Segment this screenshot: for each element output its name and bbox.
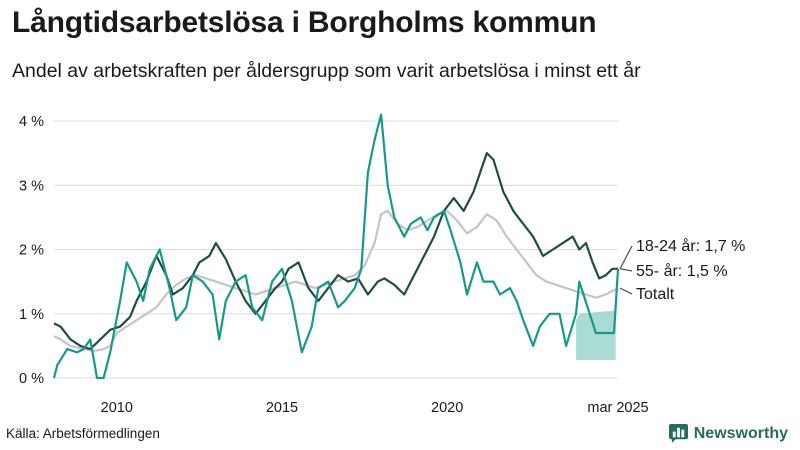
x-tick-label: 2020 (431, 400, 463, 416)
y-tick-label: 3 % (19, 178, 44, 194)
brand-logo: Newsworthy (668, 424, 788, 443)
end-label-leaders (619, 245, 633, 295)
series-line-55-r (53, 152, 618, 351)
series-line-18-24-r (52, 113, 620, 380)
y-tick-label: 1 % (19, 307, 44, 323)
grid-lines (54, 120, 618, 379)
series-lines (52, 113, 620, 380)
x-tick-label: mar 2025 (587, 400, 648, 416)
series-line-totalt (53, 209, 619, 353)
x-axis-ticks: 2010 2015 2020 mar 2025 (101, 400, 649, 416)
end-labels: 18-24 år: 1,7 % 55- år: 1,5 % Totalt (636, 237, 745, 303)
brand-name: Newsworthy (693, 424, 788, 442)
y-tick-label: 4 % (19, 114, 44, 130)
bar-chart-speech-icon (668, 424, 688, 443)
y-tick-label: 2 % (19, 243, 44, 259)
end-label-leader (619, 245, 633, 270)
y-axis-ticks: 0 % 1 % 2 % 3 % 4 % (19, 114, 44, 387)
end-label: Totalt (636, 286, 675, 303)
source-note: Källa: Arbetsförmedlingen (6, 426, 160, 441)
end-label: 55- år: 1,5 % (636, 262, 728, 280)
end-label-leader (619, 287, 633, 295)
page-subtitle: Andel av arbetskraften per åldersgrupp s… (12, 60, 641, 82)
x-tick-label: 2015 (266, 400, 298, 416)
page-title: Långtidsarbetslösa i Borgholms kommun (12, 6, 597, 39)
x-tick-label: 2010 (101, 400, 133, 416)
y-tick-label: 0 % (19, 371, 44, 387)
end-label: 18-24 år: 1,7 % (636, 237, 745, 255)
end-label-leader (619, 268, 633, 272)
